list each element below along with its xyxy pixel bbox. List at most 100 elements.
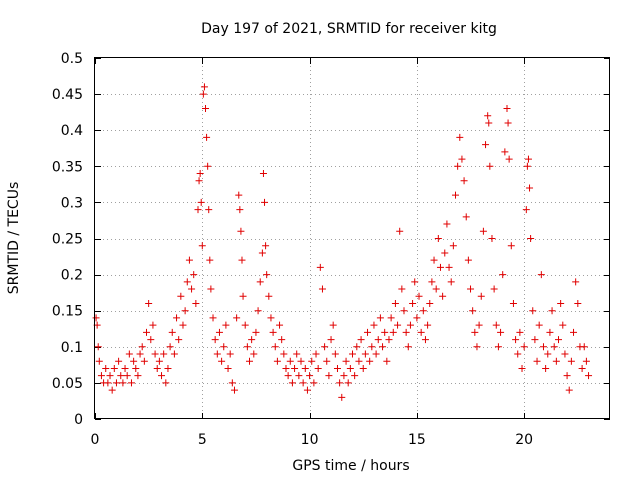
data-point xyxy=(138,343,146,351)
data-point xyxy=(535,321,543,329)
data-point xyxy=(316,263,324,271)
data-point xyxy=(379,343,387,351)
data-point xyxy=(293,350,301,358)
data-point xyxy=(233,314,241,322)
data-point xyxy=(482,141,490,149)
data-point xyxy=(200,83,208,91)
data-point xyxy=(424,321,432,329)
data-point xyxy=(239,292,247,300)
data-point xyxy=(479,227,487,235)
data-point xyxy=(327,336,335,344)
data-point xyxy=(503,105,511,113)
data-point xyxy=(504,119,512,127)
data-point xyxy=(559,321,567,329)
data-point xyxy=(188,285,196,293)
data-point xyxy=(207,285,215,293)
data-point xyxy=(325,372,333,380)
data-point xyxy=(196,170,204,178)
data-point xyxy=(97,372,105,380)
data-point xyxy=(267,314,275,322)
data-point xyxy=(552,357,560,365)
data-point xyxy=(323,357,331,365)
data-point xyxy=(370,321,378,329)
data-point xyxy=(428,278,436,286)
data-point xyxy=(336,379,344,387)
data-point xyxy=(585,372,593,380)
data-point xyxy=(237,227,245,235)
data-point xyxy=(117,372,125,380)
data-point xyxy=(205,206,213,214)
data-point xyxy=(181,307,189,315)
data-point xyxy=(145,299,153,307)
data-point xyxy=(542,364,550,372)
data-point xyxy=(308,357,316,365)
data-point xyxy=(127,379,135,387)
data-point xyxy=(92,314,100,322)
data-point xyxy=(164,364,172,372)
data-point xyxy=(537,271,545,279)
y-tick-label: 0.3 xyxy=(61,195,83,211)
data-point xyxy=(115,357,123,365)
data-point xyxy=(130,357,138,365)
data-point xyxy=(434,235,442,242)
data-point xyxy=(108,386,116,394)
data-point xyxy=(104,379,112,387)
data-point xyxy=(419,307,427,315)
data-point xyxy=(162,379,170,387)
data-point xyxy=(570,328,578,336)
data-point xyxy=(436,263,444,271)
data-point xyxy=(299,379,307,387)
grid xyxy=(95,58,610,419)
data-point xyxy=(400,307,408,315)
data-point xyxy=(364,328,372,336)
data-point xyxy=(297,357,305,365)
data-point xyxy=(306,372,314,380)
data-point xyxy=(252,328,260,336)
data-point xyxy=(271,343,279,351)
data-point xyxy=(203,133,211,141)
data-point xyxy=(259,170,267,178)
y-axis-label: SRMTID / TECUs xyxy=(6,182,22,295)
data-point xyxy=(509,299,517,307)
data-point xyxy=(565,386,573,394)
data-point xyxy=(557,299,565,307)
data-point xyxy=(226,350,234,358)
data-point xyxy=(580,343,588,351)
data-point xyxy=(475,321,483,329)
data-point xyxy=(177,292,185,300)
data-point xyxy=(512,336,520,344)
data-point xyxy=(346,364,354,372)
data-point xyxy=(123,372,131,380)
data-point xyxy=(338,393,346,401)
data-point xyxy=(206,256,214,264)
data-point xyxy=(357,336,365,344)
data-point xyxy=(406,321,414,329)
data-point xyxy=(132,364,140,372)
chart-title: Day 197 of 2021, SRMTID for receiver kit… xyxy=(201,21,497,37)
y-tick-label: 0.45 xyxy=(52,87,83,103)
data-point xyxy=(211,336,219,344)
data-point xyxy=(404,343,412,351)
data-point xyxy=(426,299,434,307)
data-point xyxy=(179,321,187,329)
data-point xyxy=(411,278,419,286)
data-point xyxy=(359,364,367,372)
data-point xyxy=(452,191,459,199)
data-point xyxy=(398,285,406,293)
data-point xyxy=(183,278,191,286)
data-point xyxy=(153,364,161,372)
x-tick-label: 0 xyxy=(91,432,100,448)
data-point xyxy=(529,307,537,315)
data-point xyxy=(258,249,266,257)
data-point xyxy=(456,133,464,141)
data-point xyxy=(312,350,320,358)
data-point xyxy=(295,372,303,380)
data-point xyxy=(355,357,363,365)
data-point xyxy=(175,336,183,344)
data-point xyxy=(507,242,515,250)
x-tick-label: 10 xyxy=(301,432,319,448)
data-point xyxy=(273,357,281,365)
data-point xyxy=(514,350,522,358)
y-tick-labels: 0 0.05 0.1 0.15 0.2 0.25 0.3 0.35 0.4 0.45 0.5 xyxy=(52,51,83,428)
